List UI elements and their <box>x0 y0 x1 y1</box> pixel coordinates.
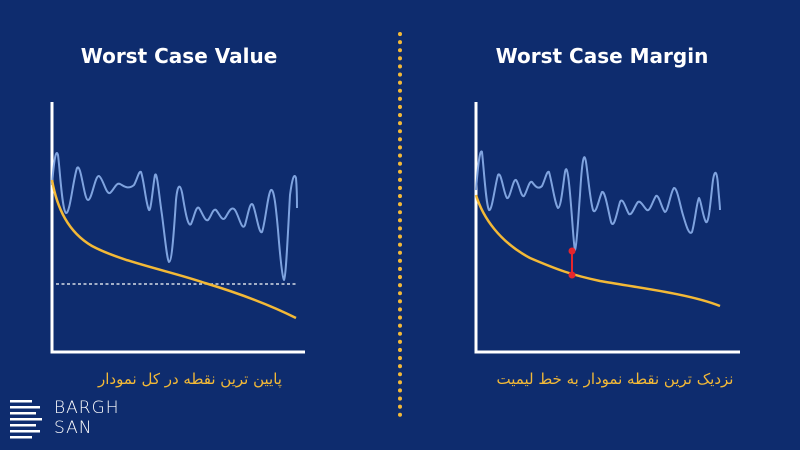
right-limit-curve <box>474 194 721 308</box>
margin-point-limit <box>568 271 576 279</box>
bargh-san-logo: BARGH SAN <box>10 398 130 442</box>
right-signal-wave <box>475 150 721 251</box>
logo-word-1: BARGH <box>54 398 120 418</box>
right-panel-title: Worst Case Margin <box>495 44 709 68</box>
left-axes <box>50 102 305 354</box>
right-panel-caption: نزدیک ترین نقطه نمودار به خط لیمیت <box>496 370 734 388</box>
left-panel-caption: پایین ترین نقطه در کل نمودار <box>98 370 282 388</box>
left-panel-title: Worst Case Value <box>80 44 278 68</box>
left-signal-wave <box>51 152 298 281</box>
logo-mark <box>10 400 42 439</box>
left-chart <box>50 102 305 354</box>
margin-point-signal <box>568 247 576 255</box>
logo-word-2: SAN <box>54 418 93 438</box>
left-limit-curve <box>50 179 297 320</box>
right-axes <box>474 102 740 354</box>
right-chart <box>474 102 740 354</box>
